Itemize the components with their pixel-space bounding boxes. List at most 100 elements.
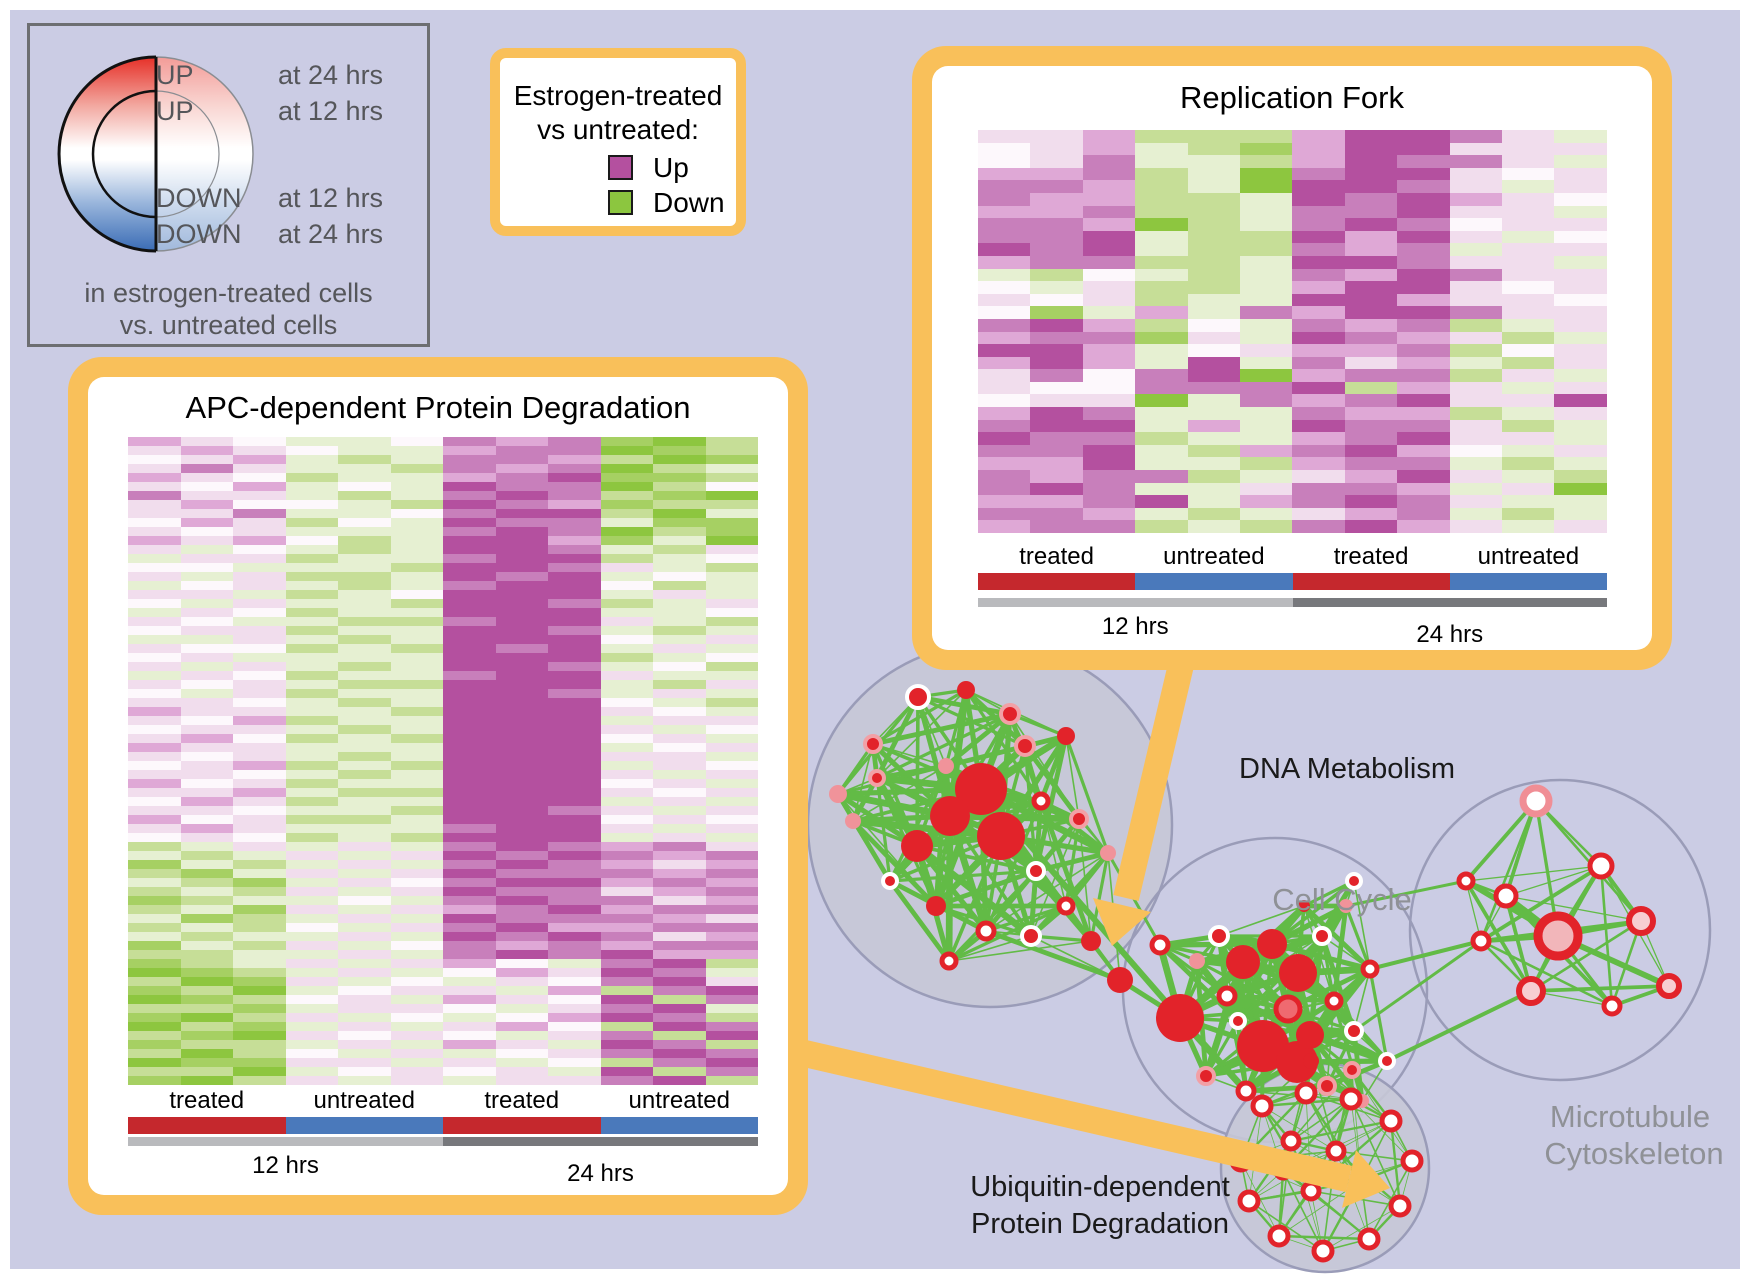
heatmap-cell	[390, 608, 443, 617]
heatmap-cell	[495, 941, 548, 950]
heatmap-cell	[1187, 470, 1240, 483]
heatmap-cell	[443, 464, 496, 473]
heatmap-cell	[600, 554, 653, 563]
network-edge	[985, 928, 1121, 983]
heatmap-cell	[600, 626, 653, 635]
heatmap-cell	[338, 869, 391, 878]
heatmap-cell	[443, 959, 496, 968]
heatmap-cell	[390, 1067, 443, 1076]
heatmap-cell	[1344, 255, 1398, 269]
heatmap-cell	[495, 896, 548, 905]
heatmap-cell	[978, 218, 1031, 231]
heatmap-cell	[390, 950, 443, 959]
heatmap-cell	[390, 1049, 443, 1058]
condition-bar	[285, 1117, 443, 1134]
network-node	[930, 796, 970, 836]
heatmap-cell	[338, 743, 391, 752]
heatmap-cell	[1030, 243, 1083, 256]
heatmap-cell	[180, 815, 233, 824]
heatmap-cell	[705, 482, 758, 491]
heatmap-cell	[338, 779, 391, 788]
heatmap-cell	[1501, 394, 1555, 408]
condition-group: untreated	[285, 1088, 443, 1134]
heatmap-cell	[978, 243, 1031, 256]
time-label: 24 hrs	[1416, 621, 1484, 648]
heatmap-cell	[600, 536, 653, 545]
network-node	[1379, 1109, 1403, 1133]
heatmap-cell	[705, 536, 758, 545]
ring-footer-2: vs. untreated cells	[119, 310, 338, 340]
heatmap-cell	[180, 662, 233, 671]
heatmap-cell	[128, 995, 181, 1004]
heatmap-cell	[1449, 369, 1502, 382]
heatmap-cell	[495, 491, 548, 500]
heatmap-cell	[548, 905, 601, 914]
heatmap-cell	[443, 725, 496, 734]
heatmap-cell	[338, 842, 391, 851]
heatmap-cell	[180, 689, 233, 698]
connector-arrow-head	[1093, 898, 1151, 946]
heatmap-cell	[548, 788, 601, 797]
network-node	[1325, 1140, 1347, 1162]
heatmap-cell	[1344, 306, 1398, 319]
heatmap-cell	[443, 1067, 496, 1076]
heatmap-cell	[548, 608, 601, 617]
heatmap-cell	[128, 806, 181, 815]
heatmap-cell	[495, 977, 548, 986]
heatmap-cell	[653, 536, 706, 545]
heatmap-cell	[705, 923, 758, 932]
network-edge	[947, 869, 1038, 963]
heatmap-cell	[1030, 293, 1083, 307]
color-legend-box: Estrogen-treated vs untreated: Up Down	[490, 48, 746, 236]
network-edge	[1505, 895, 1642, 922]
heatmap-cell	[1554, 482, 1607, 496]
heatmap-cell	[1135, 306, 1188, 319]
heatmap-cell	[1554, 281, 1607, 294]
heatmap-cell	[338, 734, 391, 743]
heatmap-cell	[1554, 293, 1607, 307]
network-edge	[1345, 879, 1467, 908]
heatmap-cell	[1187, 495, 1240, 508]
heatmap-cell	[128, 833, 181, 842]
heatmap-cell	[1292, 180, 1345, 193]
heatmap-cell	[705, 1040, 758, 1049]
heatmap-cell	[1501, 369, 1555, 382]
heatmap-cell	[1397, 331, 1450, 345]
heatmap-cell	[443, 941, 496, 950]
heatmap-cell	[128, 581, 181, 590]
connector-arrow-shaft	[751, 1028, 1353, 1193]
heatmap-cell	[233, 977, 286, 986]
heatmap-cell	[390, 464, 443, 473]
heatmap-cell	[443, 1076, 496, 1085]
heatmap-cell	[548, 473, 601, 482]
heatmap-cell	[233, 581, 286, 590]
network-node	[1081, 931, 1101, 951]
heatmap-cell	[600, 500, 653, 509]
network-node	[1344, 1021, 1364, 1041]
heatmap-cell	[548, 932, 601, 941]
heatmap-cell	[548, 455, 601, 464]
heatmap-cell	[1292, 356, 1345, 370]
heatmap-cell	[1082, 432, 1136, 445]
heatmap-cell	[1135, 432, 1188, 445]
heatmap-cell	[338, 554, 391, 563]
heatmap-cell	[600, 878, 653, 887]
heatmap-cell	[653, 446, 706, 455]
heatmap-cell	[390, 941, 443, 950]
heatmap-cell	[443, 797, 496, 806]
heatmap-cell	[1554, 495, 1607, 508]
heatmap-cell	[128, 590, 181, 599]
heatmap-cell	[180, 671, 233, 680]
heatmap-cell	[443, 500, 496, 509]
heatmap-cell	[600, 815, 653, 824]
heatmap-cell	[128, 797, 181, 806]
heatmap-cell	[1554, 407, 1607, 420]
heatmap-cell	[285, 725, 338, 734]
heatmap-cell	[653, 815, 706, 824]
heatmap-cell	[233, 788, 286, 797]
heatmap-cell	[548, 617, 601, 626]
heatmap-cell	[128, 1040, 181, 1049]
time-bar	[1292, 598, 1607, 607]
heatmap-cell	[1030, 495, 1083, 508]
heatmap-cell	[180, 959, 233, 968]
